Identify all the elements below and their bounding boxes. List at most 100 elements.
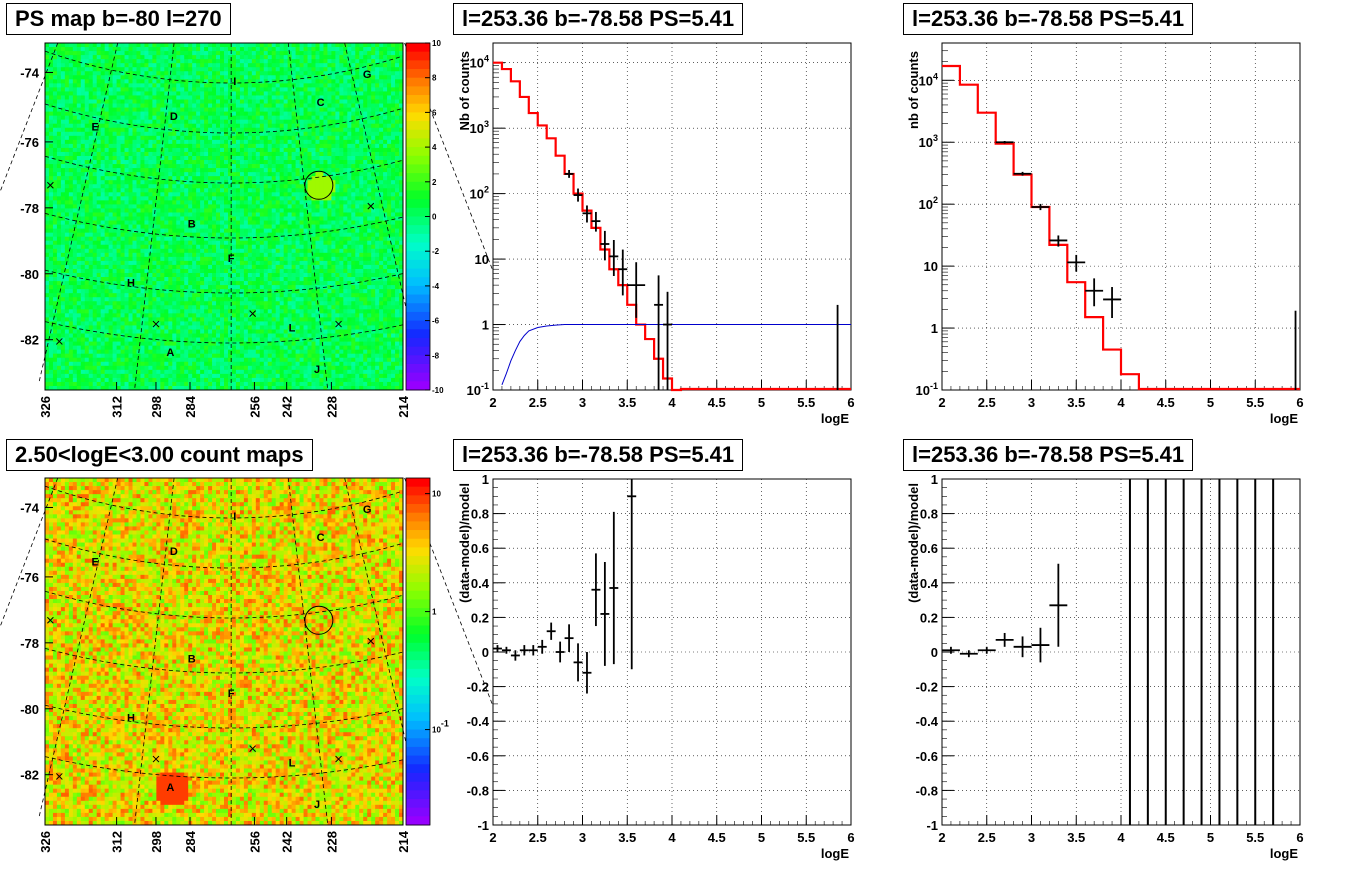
map-pixel [220, 83, 224, 87]
map-pixel [264, 47, 268, 51]
map-pixel [228, 180, 232, 184]
map-pixel [268, 51, 272, 55]
map-pixel [176, 370, 180, 374]
map-pixel [97, 313, 101, 317]
map-pixel [113, 293, 117, 297]
map-pixel [172, 128, 176, 132]
map-pixel [216, 253, 220, 257]
map-pixel [97, 55, 101, 59]
map-pixel [45, 362, 49, 366]
map-pixel [208, 43, 212, 47]
map-pixel [45, 188, 49, 192]
map-pixel [192, 309, 196, 313]
map-pixel [260, 277, 264, 281]
map-pixel [172, 289, 176, 293]
map-pixel [252, 79, 256, 83]
map-pixel [216, 47, 220, 51]
map-pixel [97, 257, 101, 261]
map-pixel [244, 51, 248, 55]
map-pixel [125, 358, 129, 362]
map-pixel [113, 334, 117, 338]
map-pixel [244, 212, 248, 216]
map-pixel [240, 95, 244, 99]
map-pixel [208, 156, 212, 160]
map-pixel [85, 261, 89, 265]
map-pixel [188, 160, 192, 164]
map-pixel [164, 221, 168, 225]
map-pixel [152, 261, 156, 265]
map-pixel [252, 168, 256, 172]
map-pixel [196, 277, 200, 281]
map-pixel [176, 104, 180, 108]
map-pixel [248, 47, 252, 51]
map-pixel [208, 338, 212, 342]
map-pixel [208, 192, 212, 196]
map-pixel [109, 204, 113, 208]
map-pixel [180, 281, 184, 285]
map-pixel [160, 261, 164, 265]
map-pixel [204, 108, 208, 112]
map-pixel [105, 152, 109, 156]
map-pixel [117, 108, 121, 112]
map-pixel [212, 184, 216, 188]
map-pixel [256, 99, 260, 103]
map-pixel [164, 152, 168, 156]
map-pixel [140, 51, 144, 55]
map-pixel [81, 55, 85, 59]
map-pixel [57, 204, 61, 208]
map-pixel [117, 164, 121, 168]
map-pixel [85, 338, 89, 342]
map-pixel [212, 116, 216, 120]
map-pixel [172, 200, 176, 204]
map-pixel [45, 192, 49, 196]
map-pixel [160, 285, 164, 289]
map-pixel [248, 334, 252, 338]
map-pixel [168, 63, 172, 67]
map-pixel [65, 342, 69, 346]
map-pixel [212, 83, 216, 87]
map-pixel [224, 196, 228, 200]
map-pixel [240, 128, 244, 132]
map-pixel [113, 63, 117, 67]
map-pixel [105, 229, 109, 233]
map-pixel [256, 55, 260, 59]
map-pixel [117, 338, 121, 342]
map-pixel [156, 277, 160, 281]
map-pixel [57, 67, 61, 71]
map-pixel [49, 43, 53, 47]
map-pixel [268, 293, 272, 297]
map-pixel [200, 63, 204, 67]
map-pixel [53, 378, 57, 382]
map-pixel [121, 112, 125, 116]
map-pixel [204, 196, 208, 200]
map-pixel [57, 265, 61, 269]
map-pixel [148, 168, 152, 172]
map-pixel [188, 253, 192, 257]
map-pixel [180, 346, 184, 350]
map-pixel [268, 180, 272, 184]
map-pixel [264, 273, 268, 277]
map-pixel [109, 273, 113, 277]
map-pixel [136, 358, 140, 362]
map-pixel [125, 91, 129, 95]
map-pixel [216, 301, 220, 305]
map-pixel [220, 160, 224, 164]
map-pixel [144, 229, 148, 233]
map-pixel [196, 168, 200, 172]
map-pixel [97, 221, 101, 225]
map-pixel [121, 346, 125, 350]
map-pixel [256, 124, 260, 128]
map-pixel [160, 297, 164, 301]
map-pixel [121, 269, 125, 273]
map-pixel [184, 75, 188, 79]
map-pixel [57, 297, 61, 301]
map-pixel [136, 116, 140, 120]
map-pixel [45, 253, 49, 257]
map-pixel [45, 233, 49, 237]
map-pixel [105, 180, 109, 184]
map-pixel [81, 370, 85, 374]
map-pixel [248, 156, 252, 160]
map-pixel [216, 378, 220, 382]
map-pixel [97, 297, 101, 301]
map-pixel [180, 301, 184, 305]
